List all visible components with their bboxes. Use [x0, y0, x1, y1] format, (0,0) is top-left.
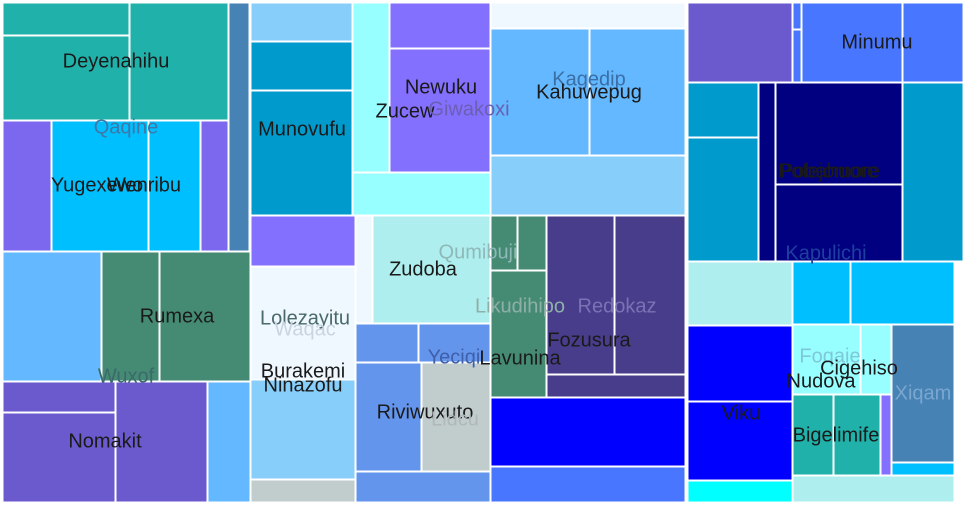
- treemap-cell: [614, 215, 686, 375]
- treemap-cell: [687, 82, 759, 138]
- treemap-cell: [775, 82, 903, 185]
- treemap-cell: [200, 120, 229, 252]
- treemap-cell: [490, 215, 518, 271]
- treemap-cell: [850, 261, 955, 325]
- treemap-cell: [891, 462, 955, 476]
- treemap-cell: [517, 215, 547, 271]
- treemap-cell: [792, 2, 802, 30]
- treemap-cell: [589, 28, 686, 156]
- treemap-cell: [546, 374, 686, 398]
- treemap-cell: [490, 155, 686, 216]
- treemap-cell: [250, 379, 356, 480]
- treemap-cell: [355, 362, 422, 472]
- treemap-cell: [355, 323, 419, 363]
- treemap-cell: [129, 2, 229, 121]
- treemap-cell: [250, 41, 353, 91]
- treemap-cell: [207, 381, 251, 503]
- treemap-cell: [101, 251, 160, 382]
- treemap-cell: [792, 475, 955, 503]
- treemap-cell: [687, 2, 793, 83]
- treemap-cell: [490, 270, 547, 398]
- treemap-cell: [250, 215, 356, 267]
- treemap-cell: [352, 172, 491, 216]
- treemap-cell: [880, 394, 892, 476]
- treemap-cell: [418, 323, 491, 363]
- treemap-cell: [687, 480, 793, 503]
- treemap-cell: [687, 137, 759, 262]
- treemap-cell: [758, 82, 776, 262]
- treemap-cell: [115, 381, 208, 503]
- treemap-cell: [775, 184, 903, 262]
- treemap-cell: [792, 324, 861, 395]
- treemap-cell: [833, 394, 881, 476]
- treemap-cell: [355, 471, 491, 503]
- treemap-cell: [490, 466, 686, 503]
- treemap-cell: [902, 2, 964, 83]
- treemap-cell: [421, 362, 491, 472]
- treemap-cell: [687, 401, 793, 481]
- treemap-cell: [2, 251, 102, 382]
- treemap-cell: [792, 29, 802, 83]
- treemap-cell: [490, 397, 686, 467]
- treemap-cell: [792, 394, 834, 476]
- treemap-cell: [250, 2, 353, 42]
- treemap-cell: [490, 2, 686, 29]
- treemap-cell: [2, 35, 130, 121]
- treemap-cell: [687, 325, 793, 402]
- treemap-cell: [2, 2, 130, 36]
- treemap-cell: [2, 381, 116, 413]
- treemap-cell: [801, 2, 903, 83]
- treemap-cell: [902, 82, 964, 262]
- treemap-cell: [546, 215, 615, 375]
- treemap-cell: [490, 28, 590, 156]
- treemap-cell: [228, 2, 250, 252]
- treemap-cell: [352, 2, 390, 173]
- treemap-cell: [2, 120, 52, 252]
- treemap-cell: [51, 120, 149, 252]
- treemap-cell: [792, 261, 851, 325]
- treemap-cell: [891, 324, 955, 463]
- treemap-cell: [860, 324, 892, 395]
- treemap-cell: [250, 90, 353, 216]
- treemap-cell: [159, 251, 251, 382]
- treemap-cell: [355, 215, 373, 324]
- treemap-cell: [687, 261, 793, 326]
- treemap-cell: [372, 215, 491, 324]
- treemap-cell: [2, 412, 116, 503]
- treemap-cell: [389, 48, 491, 173]
- treemap-cell: [148, 120, 201, 252]
- treemap-cell: [250, 479, 356, 503]
- treemap-cell: [389, 2, 491, 49]
